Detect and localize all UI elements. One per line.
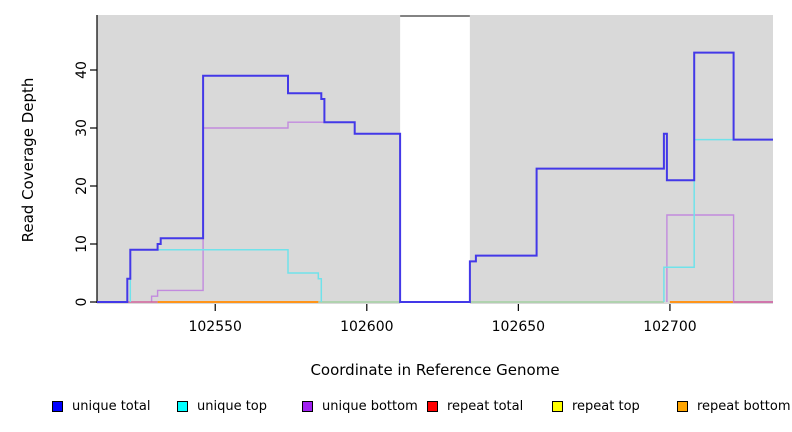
legend-swatch-repeat-bottom: [677, 401, 688, 412]
x-tick-label: 102550: [188, 319, 241, 335]
y-tick-label: 20: [74, 177, 90, 195]
y-tick-label: 40: [74, 61, 90, 79]
legend-item-unique-top: unique top: [177, 399, 267, 414]
y-axis-title: Read Coverage Depth: [19, 78, 37, 243]
x-axis-title: Coordinate in Reference Genome: [310, 361, 559, 379]
uncovered-region-band: [400, 15, 470, 304]
legend-label: repeat total: [447, 399, 524, 414]
legend-item-repeat-bottom: repeat bottom: [677, 399, 791, 414]
legend-label: unique top: [197, 399, 268, 414]
legend-swatch-unique-total: [52, 401, 63, 412]
series-line-unique-top: [663, 138, 773, 302]
series-line-unique-total: [97, 51, 773, 303]
legend-item-unique-total: unique total: [52, 399, 150, 414]
legend-swatch-unique-bottom: [302, 401, 313, 412]
legend-item-repeat-top: repeat top: [552, 399, 640, 414]
legend-label: repeat top: [572, 399, 640, 414]
x-tick-label: 102700: [643, 319, 696, 335]
y-tick-label: 30: [74, 119, 90, 137]
legend-swatch-unique-top: [177, 401, 188, 412]
legend-item-unique-bottom: unique bottom: [302, 399, 418, 414]
y-tick-label: 0: [74, 298, 90, 307]
legend-item-repeat-total: repeat total: [427, 399, 523, 414]
legend-swatch-repeat-top: [552, 401, 563, 412]
series-line-unique-bottom: [150, 121, 337, 302]
legend: unique total unique top unique bottom repea…: [0, 399, 792, 419]
legend-label: unique bottom: [322, 399, 418, 414]
legend-swatch-repeat-total: [427, 401, 438, 412]
legend-label: unique total: [72, 399, 151, 414]
x-tick-label: 102600: [340, 319, 393, 335]
y-tick-label: 10: [74, 235, 90, 253]
x-tick-label: 102650: [492, 319, 545, 335]
legend-label: repeat bottom: [697, 399, 791, 414]
